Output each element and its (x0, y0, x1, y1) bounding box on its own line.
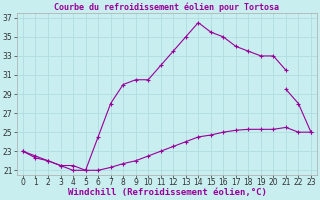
X-axis label: Windchill (Refroidissement éolien,°C): Windchill (Refroidissement éolien,°C) (68, 188, 266, 197)
Title: Courbe du refroidissement éolien pour Tortosa: Courbe du refroidissement éolien pour To… (54, 3, 279, 12)
